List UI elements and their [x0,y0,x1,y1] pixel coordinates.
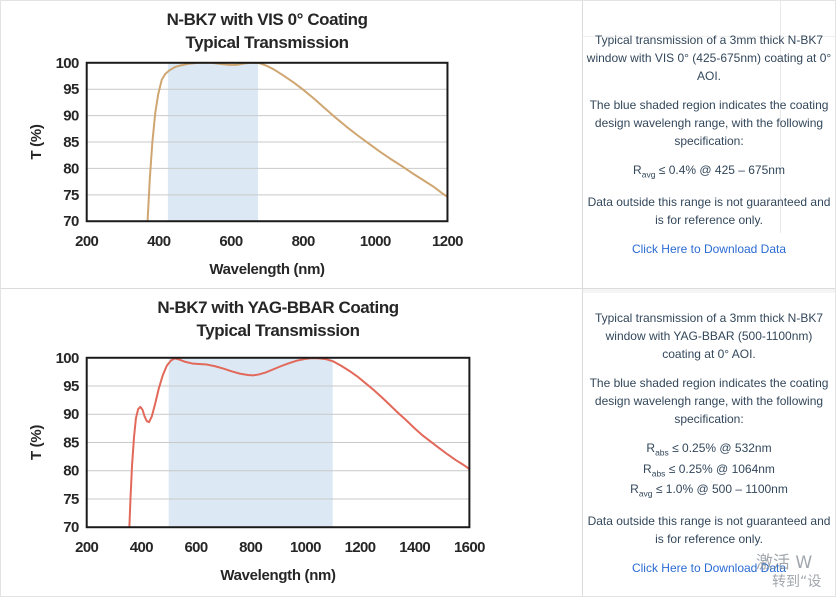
chart-panel-yagbbar: N-BK7 with YAG-BBAR Coating Typical Trans… [1,289,583,596]
spec-list: Ravg ≤ 0.4% @ 425 – 675nm [586,161,832,182]
faint-horizontal-divider [583,36,835,37]
spec-list: Rabs ≤ 0.25% @ 532nm Rabs ≤ 0.25% @ 1064n… [586,439,832,501]
y-tick-label: 100 [56,350,79,367]
x-tick-label: 200 [75,233,98,250]
y-tick-label: 85 [63,134,79,151]
y-tick-label: 80 [63,160,79,177]
x-tick-label: 600 [184,539,207,556]
x-tick-label: 600 [219,233,242,250]
x-tick-label: 200 [75,539,98,556]
info-text-yagbbar: Typical transmission of a 3mm thick N-BK… [583,309,835,577]
x-tick-label: 800 [239,539,262,556]
description-paragraph: Typical transmission of a 3mm thick N-BK… [594,311,824,362]
spec-line: Rabs ≤ 0.25% @ 532nm [646,441,772,458]
plot-frame [85,356,471,529]
y-axis-label: T (%) [28,124,45,159]
x-tick-label: 400 [147,233,170,250]
row-yagbbar: N-BK7 with YAG-BBAR Coating Typical Trans… [1,289,835,596]
info-panel-yagbbar: Typical transmission of a 3mm thick N-BK… [583,289,835,596]
x-tick-label: 1200 [345,539,376,556]
faint-top-strip [583,289,835,293]
y-tick-label: 85 [63,434,79,451]
y-tick-label: 75 [63,491,79,508]
chart-panel-vis0: N-BK7 with VIS 0° Coating Typical Transmi… [1,1,583,288]
x-tick-label: 800 [292,233,315,250]
spec-line: Ravg ≤ 0.4% @ 425 – 675nm [633,163,785,180]
x-tick-label: 1000 [360,233,391,250]
chart-title-line1: N-BK7 with VIS 0° Coating [167,10,368,29]
vis0-transmission-chart: N-BK7 with VIS 0° Coating Typical Transmi… [28,10,464,278]
info-text-vis0: Typical transmission of a 3mm thick N-BK… [583,31,835,258]
yagbbar-transmission-chart: N-BK7 with YAG-BBAR Coating Typical Trans… [28,298,486,584]
row-vis0: N-BK7 with VIS 0° Coating Typical Transmi… [1,1,835,289]
y-tick-label: 70 [63,213,79,230]
transmission-curve [128,357,470,528]
y-tick-label: 95 [63,378,79,395]
y-axis-label: T (%) [28,425,45,460]
band-explanation-paragraph: The blue shaded region indicates the coa… [589,376,829,427]
y-tick-label: 80 [63,463,79,480]
y-tick-label: 95 [63,81,79,98]
faint-vertical-divider [780,1,781,233]
x-tick-label: 1200 [432,233,463,250]
x-axis-label: Wavelength (nm) [220,567,336,584]
x-tick-label: 1000 [290,539,321,556]
plot-frame [85,61,449,223]
spec-line: Ravg ≤ 1.0% @ 500 – 1100nm [630,482,788,499]
y-tick-label: 75 [63,187,79,204]
description-paragraph: Typical transmission of a 3mm thick N-BK… [586,33,832,84]
y-tick-label: 70 [63,519,79,536]
y-tick-label: 90 [63,108,79,125]
x-tick-label: 400 [130,539,153,556]
x-tick-label: 1400 [399,539,430,556]
download-data-link-yagbbar[interactable]: Click Here to Download Data [631,560,787,575]
spec-line: Rabs ≤ 0.25% @ 1064nm [643,461,775,479]
y-tick-label: 90 [63,406,79,423]
info-panel-vis0: Typical transmission of a 3mm thick N-BK… [583,1,835,288]
chart-title-line1: N-BK7 with YAG-BBAR Coating [157,298,398,317]
chart-title-line2: Typical Transmission [186,33,349,52]
x-tick-label: 1600 [454,539,485,556]
y-tick-label: 100 [56,55,79,72]
band-explanation-paragraph: The blue shaded region indicates the coa… [589,98,829,149]
disclaimer-paragraph: Data outside this range is not guarantee… [587,194,831,227]
disclaimer-paragraph: Data outside this range is not guarantee… [587,513,831,546]
chart-title-line2: Typical Transmission [197,321,360,340]
x-axis-label: Wavelength (nm) [209,261,325,278]
download-data-link-vis0[interactable]: Click Here to Download Data [631,241,787,256]
